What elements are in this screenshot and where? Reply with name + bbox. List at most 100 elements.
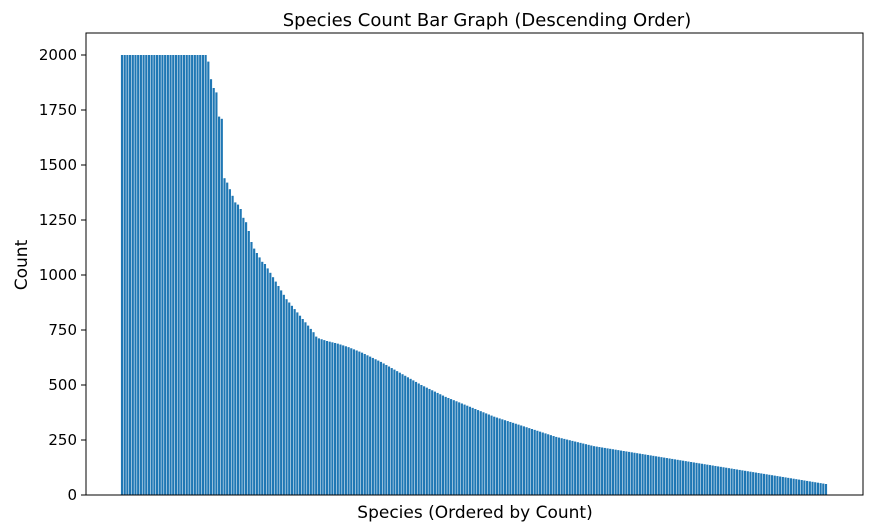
bar [509, 421, 512, 495]
bar [247, 231, 250, 495]
bar [414, 381, 418, 495]
bar [377, 360, 380, 495]
bar [323, 340, 326, 495]
bar [525, 427, 528, 495]
bar [331, 342, 334, 495]
bar [792, 478, 795, 495]
bar [824, 484, 828, 495]
bar [147, 55, 151, 495]
bar [754, 472, 757, 495]
bar [253, 248, 256, 495]
bar [409, 378, 412, 495]
bar [563, 438, 566, 495]
bar [277, 286, 280, 495]
bar [320, 339, 323, 495]
bar [177, 55, 180, 495]
bar [611, 449, 614, 495]
bar [420, 385, 423, 495]
bar [595, 446, 598, 495]
bar [584, 444, 588, 495]
bar [385, 364, 388, 495]
bar [487, 414, 490, 495]
bar [708, 465, 712, 495]
bar [228, 189, 231, 495]
bar [806, 480, 809, 495]
bar [762, 473, 766, 495]
bar [552, 436, 555, 495]
bar [549, 435, 552, 495]
plot-frame [85, 32, 864, 496]
bar [630, 452, 633, 495]
bar [366, 355, 369, 495]
bar [401, 374, 404, 495]
bar [533, 429, 536, 495]
bar [304, 322, 307, 495]
bar [770, 475, 774, 495]
bar [444, 396, 447, 495]
bar [746, 471, 749, 495]
bar [644, 454, 647, 495]
bar [161, 55, 164, 495]
bar [441, 395, 445, 495]
bar [174, 55, 178, 495]
bar [773, 475, 776, 495]
bar [622, 451, 625, 495]
bar [652, 455, 655, 495]
bar [285, 299, 288, 495]
bar [393, 369, 396, 495]
bar [654, 456, 658, 495]
bar [738, 469, 741, 495]
bar [404, 375, 407, 495]
bar [449, 399, 453, 495]
bar [468, 406, 472, 495]
bar [609, 448, 612, 495]
bar [307, 325, 310, 495]
bar [274, 281, 277, 495]
bar [142, 55, 145, 495]
bar [657, 456, 660, 495]
bar [371, 357, 374, 495]
bar [458, 402, 461, 495]
bar [482, 412, 485, 495]
bar [695, 462, 698, 495]
bar [814, 482, 817, 495]
bar [787, 477, 790, 495]
bar [576, 442, 579, 495]
bar [220, 118, 223, 496]
bar [255, 253, 258, 495]
bar [439, 394, 442, 495]
bar [641, 454, 644, 495]
bar [120, 55, 124, 495]
bar [795, 479, 798, 495]
bar [280, 290, 283, 495]
bar [258, 257, 261, 495]
bar [328, 341, 331, 495]
bar [423, 386, 426, 495]
bar [495, 417, 499, 495]
y-tick-label: 1000 [39, 266, 77, 284]
bar [690, 462, 693, 495]
bar [660, 457, 663, 495]
bar [800, 480, 803, 495]
bar [201, 55, 204, 495]
bar [134, 55, 137, 495]
bar [315, 336, 318, 495]
bar [218, 116, 221, 495]
bar [514, 423, 517, 495]
bar [398, 372, 401, 495]
bar [182, 55, 186, 495]
x-axis-label: Species (Ordered by Count) [357, 503, 592, 523]
bar [765, 474, 768, 495]
bar [282, 294, 285, 495]
bar [212, 88, 215, 495]
bar [822, 483, 825, 495]
bar [752, 472, 755, 495]
bar [425, 387, 428, 495]
bar [129, 55, 132, 495]
bar [638, 453, 641, 495]
bar [722, 467, 725, 495]
bar [781, 476, 784, 495]
bar [412, 380, 415, 495]
bar [571, 440, 574, 495]
